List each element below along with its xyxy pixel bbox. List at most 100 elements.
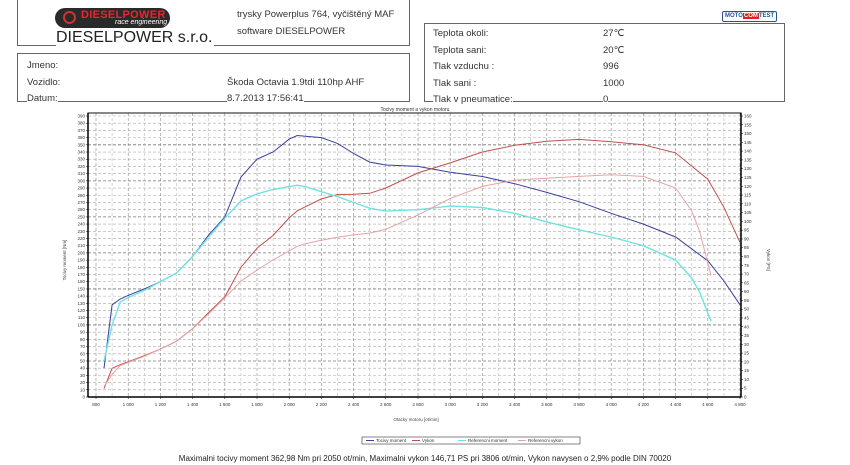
y-tick-label: 160 — [77, 279, 85, 284]
y2-tick-label: 125 — [744, 175, 752, 180]
y2-tick-label: 65 — [744, 280, 750, 285]
y-tick-label: 190 — [77, 258, 85, 263]
x-tick-label: 4 200 — [638, 402, 650, 407]
y2-tick-label: 155 — [744, 122, 752, 127]
vehicle-box — [17, 53, 410, 102]
x-tick-label: 2 000 — [284, 402, 296, 407]
y2-tick-label: 130 — [744, 166, 752, 171]
y-tick-label: 140 — [77, 294, 85, 299]
y-tick-label: 50 — [80, 358, 86, 363]
y2-tick-label: 115 — [744, 193, 752, 198]
y-tick-label: 10 — [80, 387, 86, 392]
x-tick-label: 3 400 — [509, 402, 521, 407]
y2-tick-label: 20 — [744, 359, 750, 364]
x-tick-label: 4 800 — [734, 402, 746, 407]
y2-tick-label: 85 — [744, 245, 750, 250]
y-tick-label: 390 — [77, 114, 85, 119]
y2-tick-label: 5 — [744, 386, 747, 391]
y-tick-label: 100 — [77, 322, 85, 327]
y-tick-label: 60 — [80, 351, 86, 356]
y-tick-label: 180 — [77, 265, 85, 270]
summary-text: Maximalni tocivy moment 362,98 Nm pri 20… — [179, 454, 672, 463]
legend-label: Tocivy moment — [376, 438, 407, 443]
y-tick-label: 130 — [77, 301, 85, 306]
series-lines — [103, 134, 741, 389]
condition-value: 27℃ — [603, 28, 625, 39]
y2-tick-label: 60 — [744, 289, 750, 294]
grid — [88, 113, 741, 398]
note-line-2: software DIESELPOWER — [237, 26, 346, 37]
x-tick-label: 1 000 — [123, 402, 135, 407]
x-tick-label: 2 200 — [316, 402, 328, 407]
logo-part: COM — [742, 13, 759, 19]
y2-tick-label: 160 — [744, 114, 752, 119]
legend-label: Referencni moment — [468, 438, 508, 443]
y2-tick-label: 0 — [744, 395, 747, 400]
y2-tick-label: 105 — [744, 210, 752, 215]
x-axis-label: Otacky motoru [ot/min] — [393, 417, 438, 422]
y-tick-label: 200 — [77, 250, 85, 255]
y2-tick-label: 75 — [744, 263, 750, 268]
y2-tick-label: 100 — [744, 219, 752, 224]
y-tick-label: 290 — [77, 186, 85, 191]
plot-frame — [87, 112, 742, 398]
x-tick-label: 1 200 — [155, 402, 167, 407]
y2-tick-label: 135 — [744, 157, 752, 162]
x-tick-label: 2 800 — [412, 402, 424, 407]
condition-label: Tlak vzduchu : — [433, 61, 495, 72]
y2-tick-label: 145 — [744, 140, 752, 145]
y2-tick-label: 25 — [744, 351, 750, 356]
y-tick-label: 30 — [80, 373, 86, 378]
y-tick-label: 0 — [82, 395, 85, 400]
y2-tick-label: 30 — [744, 342, 750, 347]
y-tick-label: 240 — [77, 222, 85, 227]
y-tick-label: 370 — [77, 128, 85, 133]
logo-text: DIESELPOWER — [81, 9, 166, 21]
y-tick-label: 310 — [77, 171, 85, 176]
y-tick-label: 340 — [77, 150, 85, 155]
x-tick-label: 3 600 — [541, 402, 553, 407]
condition-label: Teplota sani: — [433, 44, 487, 56]
x-tick-label: 800 — [92, 402, 100, 407]
x-tick-label: 1 800 — [251, 402, 263, 407]
condition-label: Teplota okoli: — [433, 28, 489, 39]
y-tick-label: 150 — [77, 286, 85, 291]
y-tick-label: 230 — [77, 229, 85, 234]
y2-axis-label: Vykon [PS] — [766, 249, 771, 271]
y2-tick-label: 140 — [744, 149, 752, 154]
y-tick-label: 360 — [77, 135, 85, 140]
legend-label: Referencni vykon — [528, 438, 563, 443]
condition-value: 1000 — [603, 77, 625, 89]
y-tick-label: 120 — [77, 308, 85, 313]
y2-tick-label: 110 — [744, 201, 752, 206]
vehicle-label: Vozidlo: — [27, 77, 61, 88]
y-tick-label: 270 — [77, 200, 85, 205]
y-tick-label: 20 — [80, 380, 86, 385]
y2-tick-label: 45 — [744, 315, 750, 320]
y2-tick-label: 15 — [744, 368, 750, 373]
series-line-tocivy-moment — [103, 134, 741, 369]
y-tick-label: 110 — [78, 315, 86, 320]
y-tick-label: 170 — [77, 272, 85, 277]
motocomtest-logo: MOTOCOMTEST — [722, 11, 778, 22]
condition-value: 996 — [603, 61, 619, 72]
y2-tick-label: 35 — [744, 333, 750, 338]
name-label: Jmeno: — [27, 60, 59, 71]
company-name: DIESELPOWER s.r.o. — [56, 29, 215, 47]
y2-tick-label: 90 — [744, 236, 750, 241]
condition-label: Tlak v pneumatice: — [433, 94, 513, 105]
y-tick-label: 250 — [77, 214, 85, 219]
y2-tick-label: 50 — [744, 307, 750, 312]
turbo-icon — [63, 11, 76, 24]
logo-subtext: race engineering — [115, 19, 168, 26]
y2-tick-label: 10 — [744, 377, 750, 382]
legend-box — [361, 436, 581, 445]
x-tick-label: 1 400 — [187, 402, 199, 407]
series-line-referencni-vykon — [103, 174, 712, 387]
y-tick-label: 330 — [77, 157, 85, 162]
y2-tick-label: 70 — [744, 272, 750, 277]
y-tick-label: 350 — [77, 142, 85, 147]
series-line-referencni-moment — [103, 184, 712, 362]
y2-tick-label: 120 — [744, 184, 752, 189]
